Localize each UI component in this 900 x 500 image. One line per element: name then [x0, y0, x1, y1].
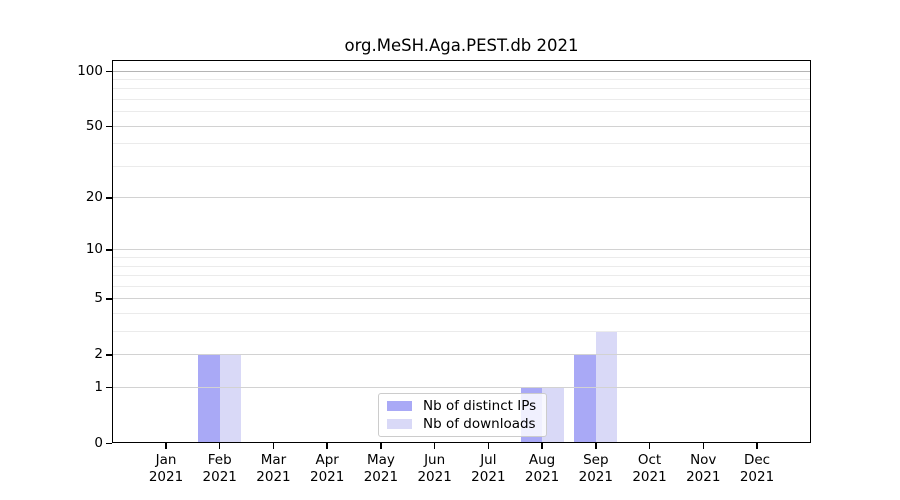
x-tick-year: 2021 [148, 469, 184, 485]
x-tick-year: 2021 [739, 469, 775, 485]
y-tick-mark [106, 249, 112, 251]
y-tick-mark [106, 443, 112, 445]
bar-downloads [542, 387, 564, 443]
y-tick-mark [106, 70, 112, 72]
x-tick-label: May 2021 [341, 452, 421, 486]
legend: Nb of distinct IPs Nb of downloads [378, 393, 547, 437]
x-tick-year: 2021 [524, 469, 560, 485]
x-tick-label: Oct 2021 [610, 452, 690, 486]
legend-label: Nb of distinct IPs [423, 398, 537, 414]
x-tick-label: Jul 2021 [448, 452, 528, 486]
major-gridline [112, 249, 811, 251]
x-tick-mark [272, 443, 275, 449]
bar-distinct-ips [198, 354, 220, 443]
x-tick-year: 2021 [632, 469, 667, 485]
y-tick-mark [106, 354, 112, 356]
x-tick-label: Dec 2021 [717, 452, 797, 486]
y-tick-label: 1 [94, 379, 103, 396]
y-tick-label: 2 [94, 346, 103, 363]
y-tick-label: 20 [85, 189, 103, 206]
x-tick-label: Nov 2021 [663, 452, 743, 486]
major-gridline [112, 125, 811, 127]
x-tick-year: 2021 [202, 469, 237, 485]
x-tick-label: Aug 2021 [502, 452, 582, 486]
x-tick-year: 2021 [686, 469, 721, 485]
x-tick-mark [541, 443, 543, 449]
minor-gridline [112, 165, 811, 167]
x-tick-label: Jan 2021 [126, 452, 206, 486]
plot-area: Nb of distinct IPs Nb of downloads [112, 60, 811, 443]
x-tick-mark [433, 443, 436, 449]
minor-gridline [112, 257, 811, 259]
legend-swatch-downloads [387, 418, 412, 430]
major-gridline [112, 197, 811, 199]
y-tick-mark [106, 298, 112, 300]
x-tick-label: Jun 2021 [395, 452, 475, 486]
y-tick-label: 100 [77, 62, 103, 79]
x-tick-label: Feb 2021 [180, 452, 260, 486]
legend-entry-distinct-ips: Nb of distinct IPs [387, 398, 538, 414]
minor-gridline [112, 331, 811, 333]
x-tick-mark [219, 443, 221, 449]
legend-entry-downloads: Nb of downloads [387, 416, 538, 432]
minor-gridline [112, 275, 811, 277]
minor-gridline [112, 285, 811, 287]
minor-gridline [112, 88, 811, 90]
x-tick-label: Mar 2021 [233, 452, 313, 486]
y-tick-label: 5 [94, 290, 103, 307]
x-tick-mark [702, 443, 704, 449]
minor-gridline [112, 143, 811, 145]
minor-gridline [112, 78, 811, 80]
x-tick-mark [595, 443, 597, 449]
legend-label: Nb of downloads [423, 416, 536, 432]
y-tick-label: 50 [85, 117, 103, 134]
x-tick-year: 2021 [256, 469, 291, 485]
bar-downloads [219, 354, 242, 443]
major-gridline [112, 387, 811, 389]
major-gridline [112, 354, 811, 356]
x-tick-year: 2021 [471, 469, 506, 485]
y-tick-label: 0 [94, 435, 103, 451]
y-tick-mark [106, 387, 112, 389]
minor-gridline [112, 313, 811, 315]
y-tick-mark [106, 125, 112, 128]
major-gridline [112, 298, 811, 300]
x-tick-label: Apr 2021 [287, 452, 367, 486]
x-tick-mark [380, 443, 382, 449]
x-tick-year: 2021 [578, 469, 613, 485]
x-tick-mark [165, 443, 167, 449]
x-tick-mark [648, 443, 651, 449]
x-tick-label: Sep 2021 [556, 452, 636, 486]
x-tick-year: 2021 [417, 469, 452, 485]
x-tick-mark [756, 443, 758, 449]
legend-swatch-distinct-ips [387, 400, 412, 412]
minor-gridline [112, 111, 811, 113]
x-tick-year: 2021 [363, 469, 399, 485]
chart-title: org.MeSH.Aga.PEST.db 2021 [344, 36, 579, 55]
major-gridline [112, 70, 811, 72]
bar-distinct-ips [574, 354, 596, 443]
minor-gridline [112, 265, 811, 267]
y-tick-label: 10 [85, 241, 103, 258]
x-tick-mark [487, 443, 490, 449]
minor-gridline [112, 98, 811, 100]
x-tick-mark [326, 443, 328, 449]
x-tick-year: 2021 [309, 469, 345, 485]
y-tick-mark [106, 197, 112, 199]
